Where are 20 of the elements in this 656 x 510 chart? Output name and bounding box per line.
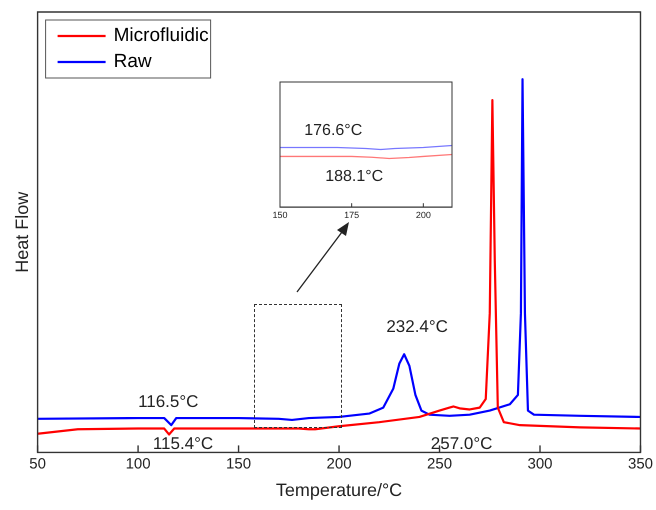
x-tick-label: 150 xyxy=(226,456,252,473)
x-tick-label: 350 xyxy=(628,456,653,473)
annotation: 188.1°C xyxy=(325,168,384,185)
x-axis-title: Temperature/°C xyxy=(276,480,402,500)
x-tick-label: 150 xyxy=(272,210,288,220)
x-tick-label: 300 xyxy=(527,456,553,473)
x-tick-label: 250 xyxy=(427,456,452,473)
legend-label: Raw xyxy=(114,51,152,72)
y-axis-title: Heat Flow xyxy=(12,190,32,273)
annotation: 116.5°C xyxy=(138,392,198,411)
x-tick-label: 175 xyxy=(344,210,360,220)
annotation: 232.4°C xyxy=(386,316,448,336)
annotation: 257.0°C xyxy=(430,434,492,454)
x-tick-label: 200 xyxy=(416,210,431,220)
annotation: 115.4°C xyxy=(152,434,214,454)
legend-label: Microfluidic xyxy=(114,25,209,46)
x-tick-label: 200 xyxy=(326,456,352,473)
x-tick-label: 100 xyxy=(126,456,151,473)
x-tick-label: 50 xyxy=(29,456,46,473)
annotation: 176.6°C xyxy=(304,122,362,139)
